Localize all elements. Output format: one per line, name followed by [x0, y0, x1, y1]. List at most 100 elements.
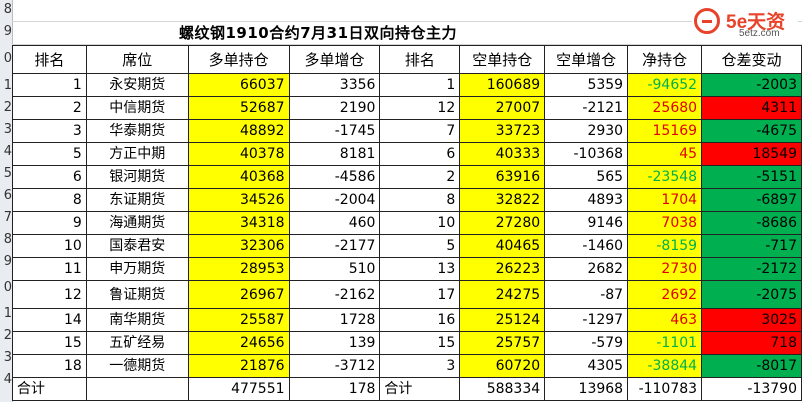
cell-rank-long[interactable]: 1: [12, 73, 87, 97]
cell-net-position[interactable]: 45: [627, 142, 703, 166]
header-cell-short-change[interactable]: 空单增仓: [544, 45, 629, 74]
row-header[interactable]: 2: [3, 328, 12, 343]
cell-net-position[interactable]: -38844: [627, 354, 703, 378]
row-header[interactable]: 9: [3, 254, 12, 269]
cell-seat[interactable]: 海通期货: [85, 211, 189, 235]
cell-rank-long[interactable]: 15: [12, 331, 87, 355]
row-header[interactable]: 3: [3, 350, 12, 365]
cell-short-change[interactable]: 565: [544, 165, 629, 189]
cell-total-empty[interactable]: [85, 377, 189, 401]
cell-short-position[interactable]: 40333: [459, 142, 546, 166]
cell-total-position-diff[interactable]: -13790: [701, 377, 802, 401]
cell-position-diff[interactable]: -5151: [701, 165, 802, 189]
cell-long-change[interactable]: -4586: [288, 165, 381, 189]
header-cell-net-position[interactable]: 净持仓: [627, 45, 703, 74]
cell-long-position[interactable]: 52687: [187, 96, 290, 120]
cell-rank-long[interactable]: 18: [12, 354, 87, 378]
header-cell-long-change[interactable]: 多单增仓: [288, 45, 381, 74]
cell-rank-long[interactable]: 2: [12, 96, 87, 120]
cell-long-change[interactable]: 139: [288, 331, 381, 355]
cell-short-position[interactable]: 26223: [459, 257, 546, 281]
cell-long-change[interactable]: 2190: [288, 96, 381, 120]
cell-total-long-position[interactable]: 477551: [187, 377, 290, 401]
sheet-title[interactable]: 螺纹钢1910合约7月31日双向持仓主力: [179, 24, 458, 42]
cell-short-position[interactable]: 33723: [459, 119, 546, 143]
cell-long-change[interactable]: 510: [288, 257, 381, 281]
cell-net-position[interactable]: -1101: [627, 331, 703, 355]
cell-short-position[interactable]: 25757: [459, 331, 546, 355]
cell-net-position[interactable]: 25680: [627, 96, 703, 120]
cell-long-position[interactable]: 21876: [187, 354, 290, 378]
cell-short-change[interactable]: 2682: [544, 257, 629, 281]
cell-short-change[interactable]: 4305: [544, 354, 629, 378]
cell-rank-long[interactable]: 10: [12, 234, 87, 258]
row-header[interactable]: 9: [3, 24, 12, 39]
cell-position-diff[interactable]: -2075: [701, 280, 802, 309]
cell-total-long-change[interactable]: 178: [288, 377, 381, 401]
cell-seat[interactable]: 东证期货: [85, 188, 189, 212]
cell-seat[interactable]: 南华期货: [85, 308, 189, 332]
cell-long-position[interactable]: 24656: [187, 331, 290, 355]
row-header[interactable]: 8: [3, 2, 12, 17]
row-header[interactable]: 2: [3, 100, 12, 115]
cell-rank-short[interactable]: 17: [379, 280, 461, 309]
cell-seat[interactable]: 银河期货: [85, 165, 189, 189]
cell-long-change[interactable]: 460: [288, 211, 381, 235]
cell-rank-long[interactable]: 8: [12, 188, 87, 212]
header-cell-seat[interactable]: 席位: [85, 45, 189, 74]
cell-long-change[interactable]: 1728: [288, 308, 381, 332]
cell-short-change[interactable]: 5359: [544, 73, 629, 97]
cell-seat[interactable]: 五矿经易: [85, 331, 189, 355]
row-header[interactable]: 4: [3, 372, 12, 387]
cell-long-position[interactable]: 48892: [187, 119, 290, 143]
header-cell-short-position[interactable]: 空单持仓: [459, 45, 546, 74]
cell-long-position[interactable]: 66037: [187, 73, 290, 97]
cell-long-position[interactable]: 32306: [187, 234, 290, 258]
cell-short-change[interactable]: 2930: [544, 119, 629, 143]
cell-long-change[interactable]: -2162: [288, 280, 381, 309]
cell-long-change[interactable]: -3712: [288, 354, 381, 378]
cell-long-position[interactable]: 28953: [187, 257, 290, 281]
cell-rank-short[interactable]: 15: [379, 331, 461, 355]
cell-seat[interactable]: 永安期货: [85, 73, 189, 97]
row-header[interactable]: 1: [3, 78, 12, 93]
cell-rank-long[interactable]: 6: [12, 165, 87, 189]
row-header[interactable]: 6: [3, 188, 12, 203]
cell-position-diff[interactable]: 4311: [701, 96, 802, 120]
cell-short-change[interactable]: -1460: [544, 234, 629, 258]
cell-long-position[interactable]: 26967: [187, 280, 290, 309]
cell-seat[interactable]: 方正中期: [85, 142, 189, 166]
cell-rank-long[interactable]: 12: [12, 280, 87, 309]
cell-short-change[interactable]: 9146: [544, 211, 629, 235]
cell-rank-short[interactable]: 5: [379, 234, 461, 258]
cell-seat[interactable]: 申万期货: [85, 257, 189, 281]
cell-rank-short[interactable]: 2: [379, 165, 461, 189]
cell-net-position[interactable]: 7038: [627, 211, 703, 235]
cell-short-change[interactable]: -10368: [544, 142, 629, 166]
cell-rank-long[interactable]: 11: [12, 257, 87, 281]
cell-net-position[interactable]: -94652: [627, 73, 703, 97]
cell-short-position[interactable]: 32822: [459, 188, 546, 212]
cell-short-position[interactable]: 25124: [459, 308, 546, 332]
cell-long-change[interactable]: -2177: [288, 234, 381, 258]
row-header[interactable]: 5: [3, 166, 12, 181]
cell-long-change[interactable]: -2004: [288, 188, 381, 212]
cell-rank-short[interactable]: 16: [379, 308, 461, 332]
cell-position-diff[interactable]: -8017: [701, 354, 802, 378]
cell-rank-short[interactable]: 7: [379, 119, 461, 143]
cell-rank-short[interactable]: 8: [379, 188, 461, 212]
cell-total-label-short[interactable]: 合计: [379, 377, 461, 401]
cell-short-change[interactable]: -1297: [544, 308, 629, 332]
cell-position-diff[interactable]: -717: [701, 234, 802, 258]
cell-long-position[interactable]: 34318: [187, 211, 290, 235]
cell-net-position[interactable]: 15169: [627, 119, 703, 143]
cell-short-position[interactable]: 160689: [459, 73, 546, 97]
cell-position-diff[interactable]: -2172: [701, 257, 802, 281]
cell-position-diff[interactable]: 3025: [701, 308, 802, 332]
row-header[interactable]: 8: [3, 232, 12, 247]
header-cell-position-diff[interactable]: 仓差变动: [701, 45, 802, 74]
cell-long-position[interactable]: 40368: [187, 165, 290, 189]
cell-position-diff[interactable]: -6897: [701, 188, 802, 212]
row-header[interactable]: 0: [3, 51, 12, 66]
cell-rank-short[interactable]: 10: [379, 211, 461, 235]
